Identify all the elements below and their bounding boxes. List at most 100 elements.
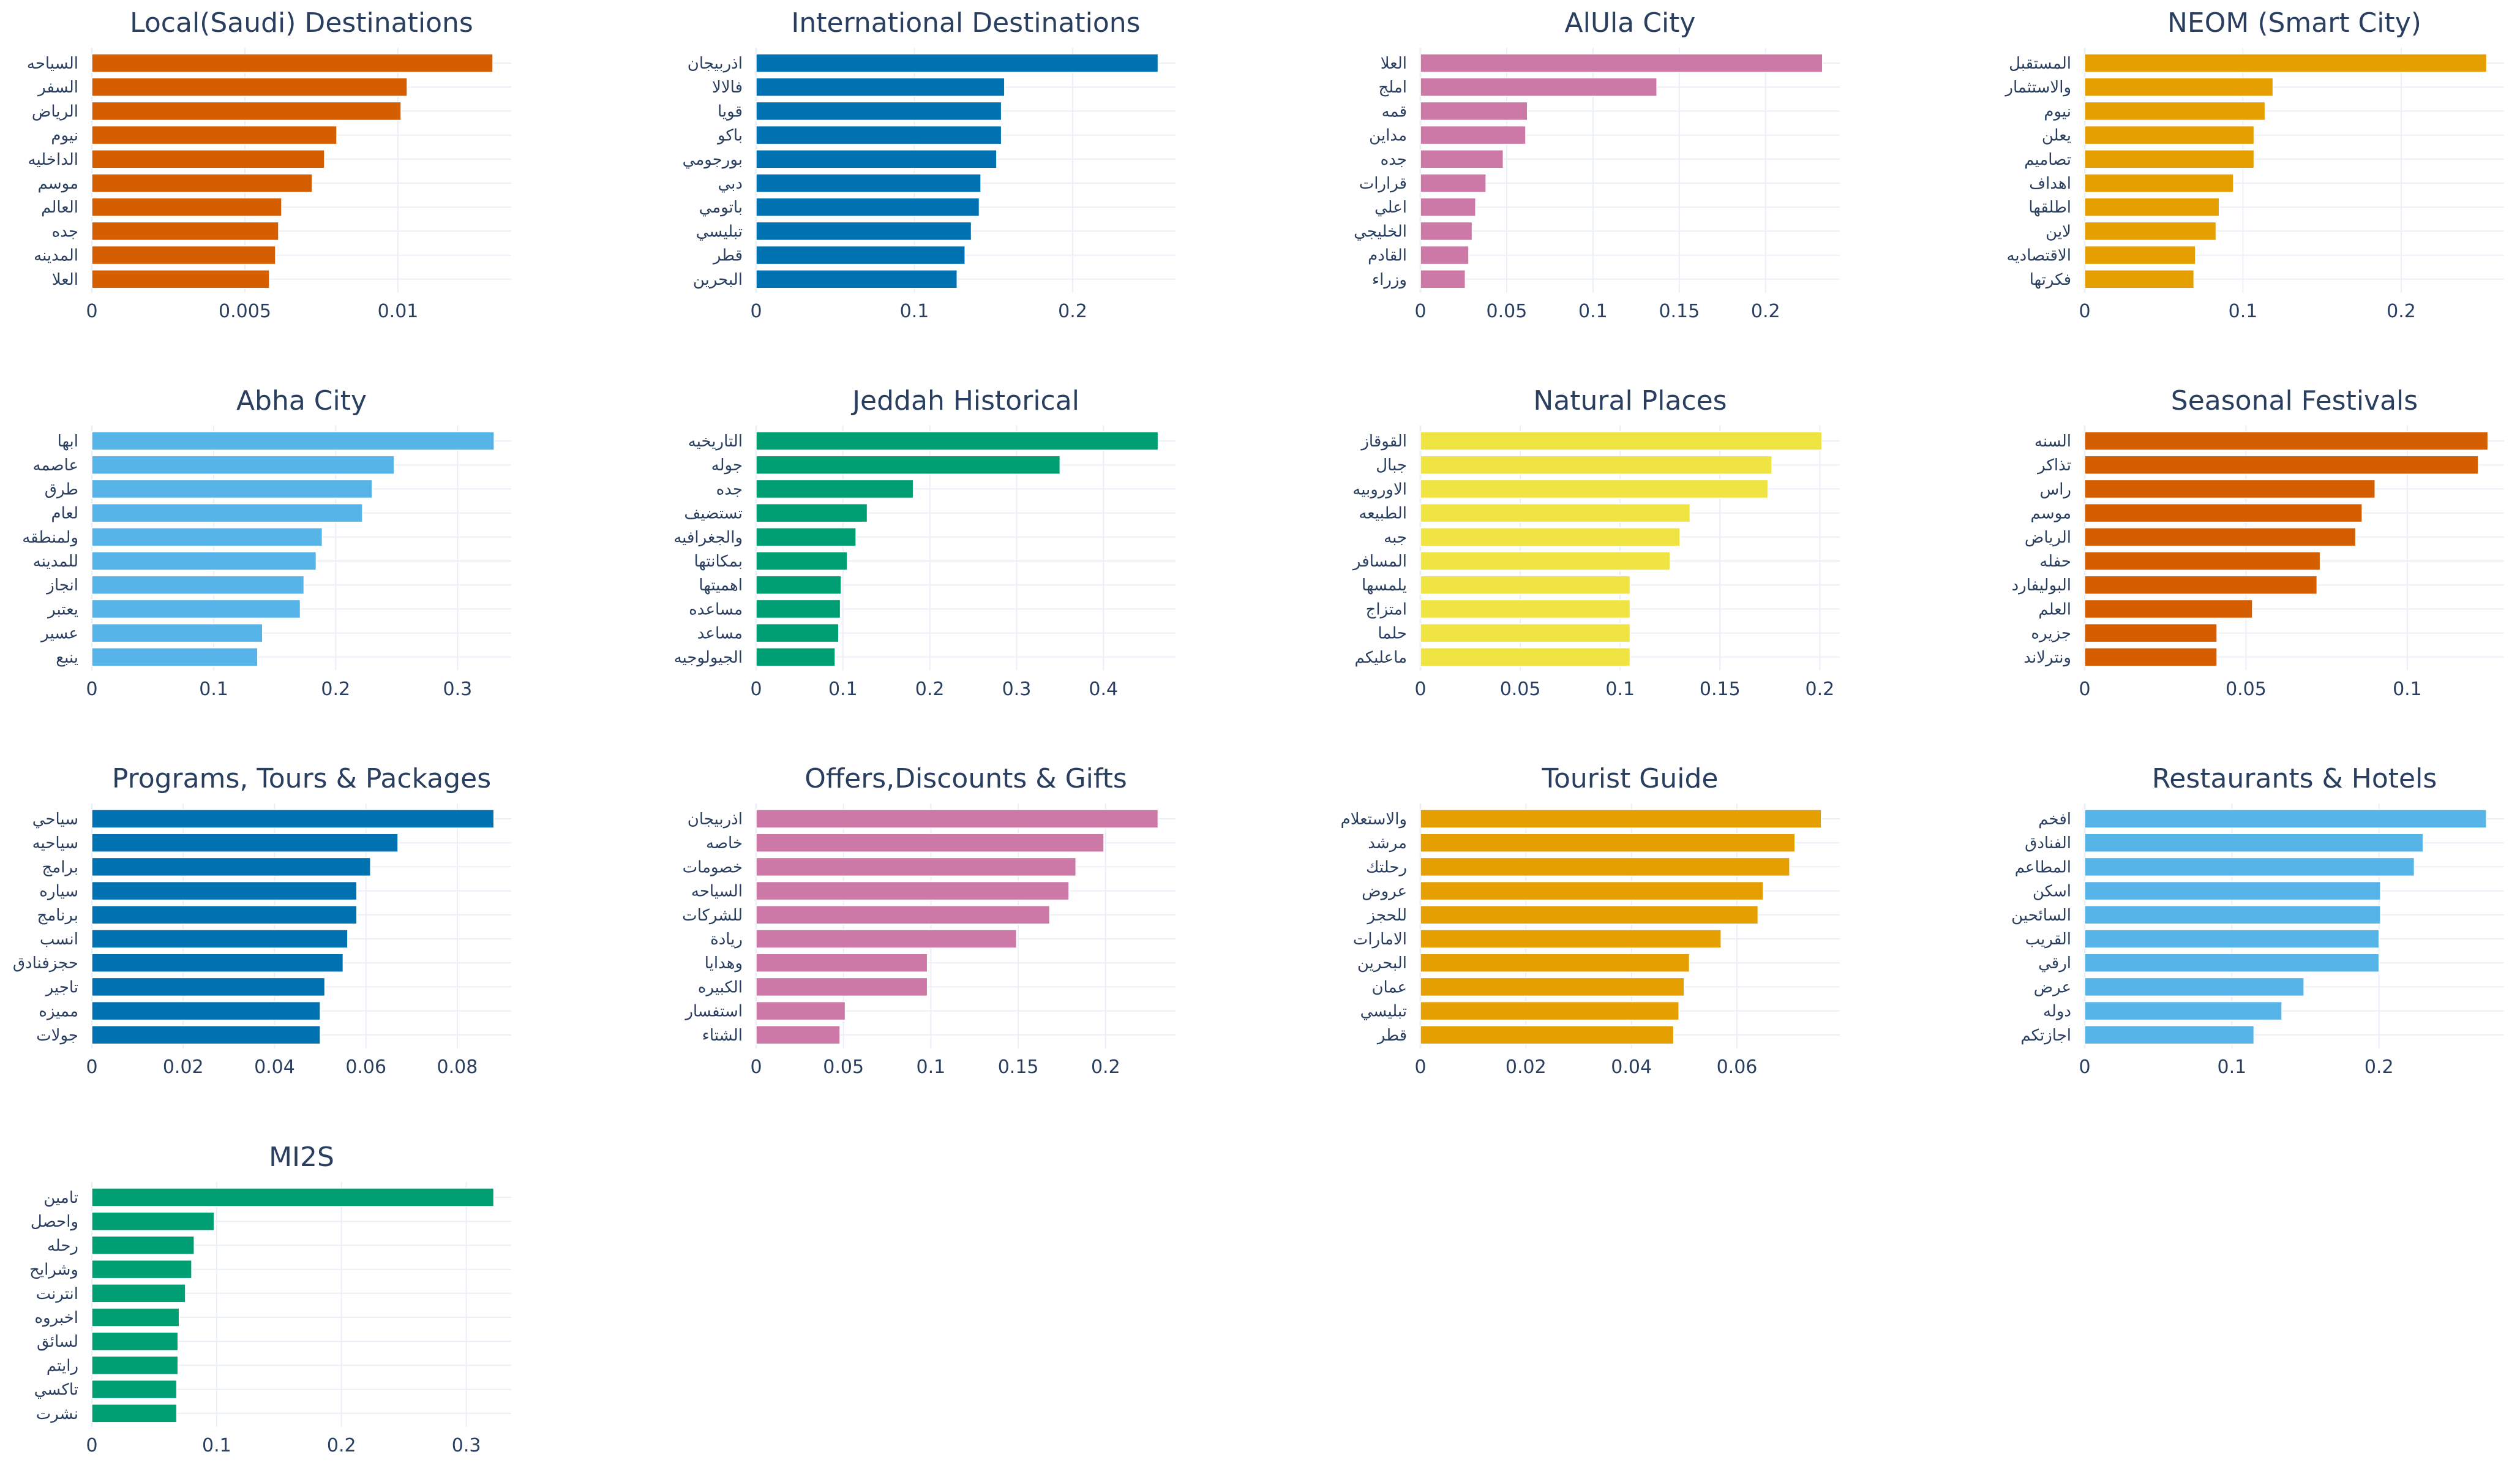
category-label: الرياض (32, 102, 78, 121)
chart-title: Tourist Guide (1542, 763, 1719, 794)
tick-label: 0 (750, 679, 762, 700)
bar (1420, 929, 1722, 949)
category-label: السياحه (691, 883, 743, 901)
bar (756, 857, 1077, 877)
bar (1420, 149, 1504, 169)
category-label: السفر (37, 78, 78, 97)
tick-label: 0 (1414, 301, 1426, 322)
category-label: وشرايح (29, 1261, 78, 1279)
bar (2084, 221, 2217, 241)
category-label: القادم (1368, 247, 1407, 265)
category-label: اهميتها (699, 576, 743, 595)
bar (91, 1404, 178, 1423)
category-label: قمه (1382, 102, 1407, 121)
bar (91, 833, 399, 853)
tick-label: 0 (1414, 679, 1426, 700)
tick-label: 0 (750, 1056, 762, 1078)
bar (91, 101, 402, 121)
category-label: جبه (1384, 529, 1407, 547)
category-label: اهداف (2029, 175, 2071, 193)
category-label: وهدايا (705, 954, 743, 973)
bar (91, 977, 326, 997)
tick-label: 0.3 (1002, 679, 1032, 700)
category-label: جوله (711, 456, 743, 475)
category-label: ينبع (56, 649, 78, 667)
category-label: القريب (2025, 930, 2071, 949)
bar (756, 575, 842, 595)
category-label: تستضيف (684, 505, 743, 523)
bar (91, 1284, 186, 1303)
tick-label: 0.1 (2393, 679, 2422, 700)
tick-label: 0.02 (163, 1056, 204, 1078)
bar (1420, 905, 1759, 925)
bar (2084, 1025, 2255, 1045)
category-label: اجازتكم (2020, 1026, 2071, 1045)
tick-label: 0.02 (1506, 1056, 1547, 1078)
category-label: العلا (1381, 55, 1407, 73)
category-label: تبليسي (696, 222, 743, 241)
chart-abha-city: Abha City ابها عاصمه طرق لعام ولمنطقه للمدينه ا… (22, 385, 511, 700)
tick-label: 0 (2079, 1056, 2090, 1078)
bar (91, 1355, 179, 1376)
chart-seasonal-festivals: Seasonal Festivals السنه تذاكر راس موسم الريا… (2012, 385, 2504, 700)
chart-alula-city: AlUla City العلا املج قمه مداين جده قرارات اعلي… (1354, 7, 1840, 322)
tick-label: 0.08 (437, 1056, 478, 1078)
bar (1420, 197, 1476, 217)
bar (2084, 431, 2489, 451)
bar (91, 245, 276, 265)
bar (1420, 623, 1631, 643)
tick-label: 0 (86, 1435, 97, 1456)
bar (756, 503, 868, 523)
category-label: لسائق (37, 1333, 78, 1351)
category-label: رحله (47, 1237, 78, 1255)
chart-title: Seasonal Festivals (2171, 385, 2418, 416)
bar (2084, 599, 2253, 619)
chart-restaurants-hotels: Restaurants & Hotels افخم الفنادق المطاعم اس… (2011, 763, 2504, 1078)
chart-title: MI2S (269, 1142, 334, 1173)
chart-title: AlUla City (1565, 7, 1696, 39)
bar (756, 1025, 841, 1045)
category-label: القوقاز (1360, 432, 1407, 451)
bar (2084, 53, 2488, 73)
category-label: باكو (716, 127, 743, 145)
bar (91, 53, 493, 73)
category-label: للشركات (682, 906, 743, 925)
bar (91, 1308, 180, 1327)
chart-neom-smart-city: NEOM (Smart City) المستقبل والاستثمار نيوم ي… (2004, 7, 2504, 322)
tick-label: 0.2 (1091, 1056, 1120, 1078)
bar (91, 77, 408, 97)
tick-label: 0.05 (823, 1056, 864, 1078)
category-label: ابها (58, 432, 78, 451)
bar (756, 527, 857, 547)
bar (1420, 809, 1822, 829)
bar (756, 431, 1159, 451)
category-label: انترنت (36, 1285, 78, 1303)
bar (91, 857, 371, 877)
category-label: لعام (51, 505, 78, 523)
tick-label: 0.1 (1578, 301, 1608, 322)
bar (756, 1001, 846, 1021)
tick-label: 0.1 (900, 301, 929, 322)
bar (2084, 623, 2218, 643)
category-label: المدينه (34, 247, 78, 265)
tick-label: 0.06 (345, 1056, 386, 1078)
category-label: طرق (45, 480, 78, 499)
bar (2084, 647, 2218, 667)
bar (91, 1025, 321, 1045)
category-label: عروض (1362, 883, 1407, 901)
category-label: رحلتك (1366, 858, 1407, 876)
category-label: قطر (1376, 1026, 1407, 1045)
bar (91, 503, 363, 523)
category-label: مداين (1369, 127, 1407, 145)
category-label: تاجير (45, 978, 78, 996)
bar (91, 197, 282, 217)
tick-label: 0.1 (199, 679, 228, 700)
category-label: للحجز (1367, 906, 1407, 925)
tick-label: 0.15 (1700, 679, 1741, 700)
category-label: والاستعلام (1341, 810, 1407, 829)
category-label: الرياض (2025, 529, 2071, 547)
chart-international-destinations: International Destinations اذربيجان فالالا… (683, 7, 1176, 322)
tick-label: 0 (750, 301, 762, 322)
category-label: قويا (718, 102, 743, 121)
bar (91, 551, 317, 571)
